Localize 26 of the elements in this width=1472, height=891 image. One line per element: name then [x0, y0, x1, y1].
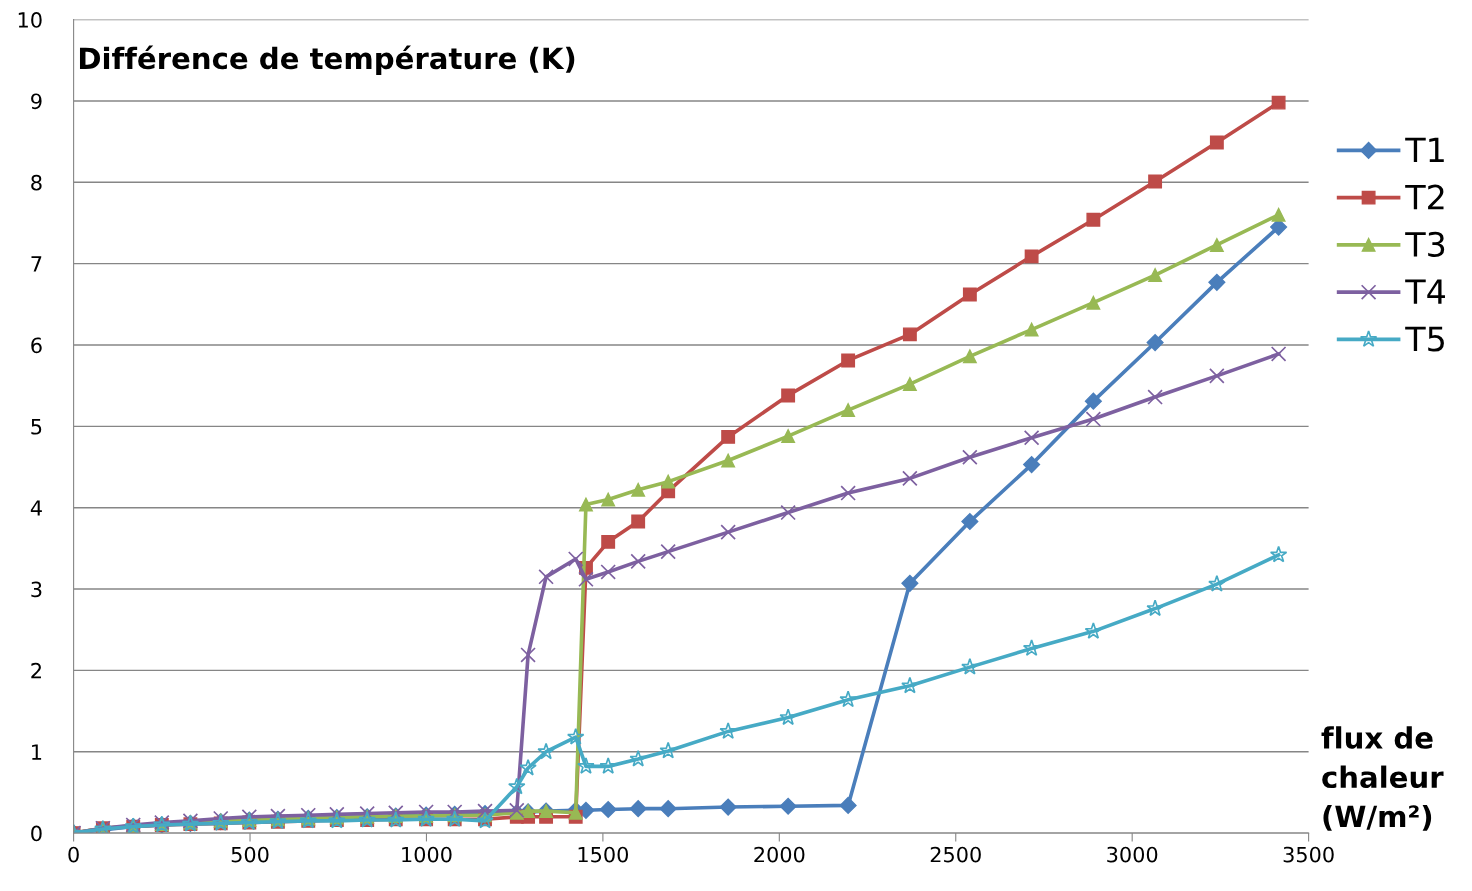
x-axis-title: flux de chaleur (W/m²) — [1321, 726, 1444, 831]
x-tick-label: 2500 — [930, 846, 981, 863]
y-tick-label: 3 — [31, 581, 42, 598]
y-tick-label: 2 — [31, 662, 41, 679]
x-tick-label: 1000 — [402, 846, 452, 863]
x-tick-label: 3500 — [1283, 846, 1334, 863]
y-tick-label: 5 — [31, 419, 42, 435]
legend-label: T2 — [1405, 184, 1444, 210]
y-tick-label: 8 — [31, 174, 42, 191]
x-tick-label: 2000 — [754, 846, 805, 863]
legend-label: T3 — [1405, 231, 1445, 258]
y-tick-label: 9 — [31, 93, 42, 110]
y-tick-label: 0 — [31, 825, 42, 842]
y-axis-title: Différence de température (K) — [79, 45, 575, 75]
legend-label: T1 — [1405, 137, 1444, 163]
x-tick-label: 500 — [231, 846, 269, 863]
x-tick-label: 3000 — [1107, 846, 1158, 863]
legend-label: T4 — [1405, 279, 1445, 304]
y-tick-label: 7 — [31, 256, 42, 272]
x-tick-label: 0 — [68, 846, 79, 863]
x-tick-label: 1500 — [578, 846, 629, 863]
y-tick-label: 4 — [30, 500, 42, 516]
y-tick-label: 6 — [31, 337, 42, 354]
legend-label: T5 — [1405, 326, 1444, 352]
y-tick-label: 10 — [18, 12, 42, 28]
y-tick-label: 1 — [32, 744, 42, 760]
